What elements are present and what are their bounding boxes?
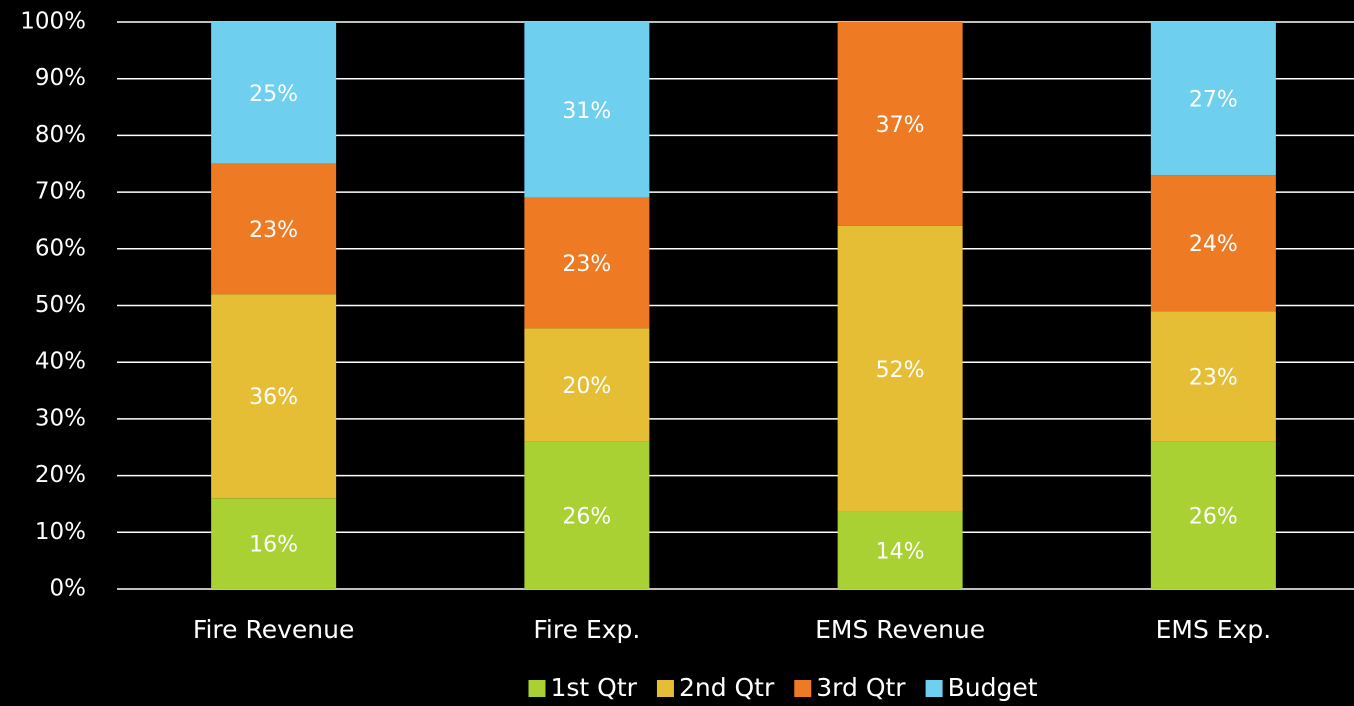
- legend-item: 3rd Qtr: [794, 673, 906, 702]
- y-tick-label: 0%: [50, 576, 87, 602]
- data-label: 14%: [876, 539, 925, 564]
- data-label: 52%: [876, 358, 925, 383]
- y-tick-label: 70%: [35, 179, 86, 205]
- y-tick-label: 90%: [35, 65, 86, 91]
- bar-segment: [524, 441, 650, 589]
- legend-label: Budget: [948, 673, 1038, 702]
- data-label: 26%: [1189, 504, 1238, 529]
- y-tick-label: 60%: [35, 235, 86, 261]
- bar-segment: [837, 22, 963, 226]
- data-label: 23%: [562, 252, 611, 277]
- legend-label: 2nd Qtr: [679, 673, 775, 702]
- y-tick-label: 30%: [35, 405, 86, 431]
- bar-segment: [524, 328, 650, 442]
- bar-segment: [837, 225, 963, 512]
- data-label: 24%: [1189, 232, 1238, 257]
- data-label: 27%: [1189, 88, 1238, 113]
- bar-segment: [837, 511, 963, 589]
- legend-swatch: [925, 680, 943, 697]
- x-tick-label: EMS Exp.: [1156, 615, 1272, 644]
- bar-segment: [211, 294, 337, 499]
- data-label: 31%: [562, 99, 611, 124]
- legend-item: 1st Qtr: [528, 673, 638, 702]
- y-tick-label: 40%: [35, 349, 86, 375]
- bar-segment: [211, 163, 337, 295]
- legend-swatch: [528, 680, 546, 697]
- bar-segment: [211, 22, 337, 164]
- y-tick-label: 50%: [35, 292, 86, 318]
- bar-segment: [1150, 22, 1276, 176]
- x-tick-label: Fire Revenue: [193, 615, 354, 644]
- y-tick-label: 20%: [35, 462, 86, 488]
- data-label: 23%: [1189, 365, 1238, 390]
- data-label: 25%: [249, 82, 298, 107]
- bar-segment: [1150, 175, 1276, 312]
- data-label: 37%: [876, 113, 925, 138]
- legend-label: 1st Qtr: [550, 673, 637, 702]
- data-label: 26%: [562, 504, 611, 529]
- data-label: 16%: [249, 533, 298, 558]
- legend-label: 3rd Qtr: [816, 673, 906, 702]
- bar-segment: [1150, 441, 1276, 589]
- legend-swatch: [656, 680, 674, 697]
- bar-segment: [211, 498, 337, 589]
- bar-segment: [1150, 311, 1276, 442]
- x-tick-label: Fire Exp.: [533, 615, 640, 644]
- data-label: 23%: [249, 218, 298, 243]
- bar-segment: [524, 22, 650, 198]
- legend-swatch: [794, 680, 812, 697]
- legend-item: Budget: [925, 673, 1038, 702]
- y-tick-label: 80%: [35, 122, 86, 148]
- y-tick-label: 10%: [35, 519, 86, 545]
- legend-item: 2nd Qtr: [656, 673, 775, 702]
- bar-segment: [524, 197, 650, 329]
- data-label: 36%: [249, 385, 298, 410]
- y-tick-label: 100%: [20, 9, 86, 35]
- x-tick-label: EMS Revenue: [815, 615, 985, 644]
- data-label: 20%: [562, 374, 611, 399]
